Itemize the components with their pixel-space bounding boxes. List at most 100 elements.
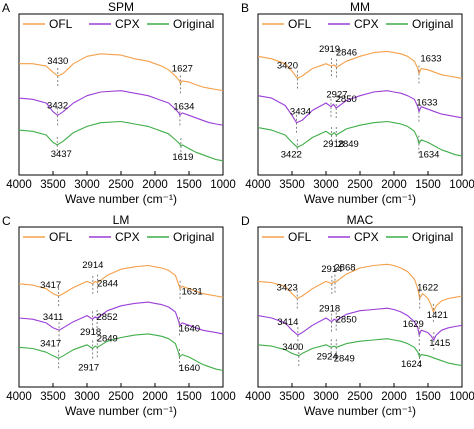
peak-label: 1619 [172,152,193,163]
series-line-cpx [257,90,463,124]
peak-label: 2850 [336,94,357,105]
x-tick-label: 3000 [313,179,339,191]
peak-label: 3423 [277,282,298,293]
peak-label: 1624 [401,359,422,370]
series-line-ofl [18,264,224,298]
x-tick-label: 1000 [449,179,474,191]
panel-b: B MM OFL CPX Original 4000 3500 3000 2500 2000 150… [241,0,474,206]
x-tick-label: 3500 [40,179,66,191]
series-line-ofl [257,263,463,313]
legend-label-ofl: OFL [288,230,312,244]
legend-label-cpx: CPX [115,17,140,31]
panel-letter: A [2,1,10,15]
peak-label: 2849 [97,333,118,344]
x-tick-label: 4000 [6,391,32,403]
peak-label: 1640 [179,363,200,374]
peak-label: 1629 [403,319,424,330]
x-tick-label: 1000 [449,391,474,403]
legend-label-ofl: OFL [49,230,73,244]
peak-label: 2927 [326,90,347,101]
x-tick-label: 3000 [74,179,100,191]
peak-label: 1633 [416,98,437,109]
panel-c: C LM OFL CPX Original 4000 3500 3000 2500 2000 150… [2,213,236,418]
x-tick-label: 2500 [347,391,373,403]
x-axis-label: Wave number (cm⁻¹) [65,192,177,206]
legend: OFL CPX Original [23,17,214,31]
x-axis-label: Wave number (cm⁻¹) [304,192,416,206]
series-line-original [257,120,463,157]
series-line-cpx [257,307,463,341]
x-tick-label: 2000 [381,391,407,403]
x-tick-label: 1500 [176,391,202,403]
chart-title: LM [113,213,130,227]
x-tick-label: 3500 [279,391,305,403]
x-tick-label: 2500 [108,179,134,191]
peak-label: 1634 [418,150,439,161]
peak-label: 2849 [334,353,355,364]
peak-label: 1627 [172,63,193,74]
x-tick-label: 2500 [347,179,373,191]
peak-label: 1633 [420,54,441,65]
peak-label: 2918 [323,139,344,150]
series-line-ofl [257,50,463,79]
peak-label: 2914 [321,264,342,275]
x-tick-label: 1000 [210,391,236,403]
chart-title: MM [350,0,370,14]
chart-title: MAC [347,213,374,227]
peak-label: 3411 [43,312,63,323]
peak-label: 2918 [80,327,101,338]
x-tick-label: 1500 [415,179,441,191]
panel-d: D MAC OFL CPX Original 4000 3500 3000 2500 2000 15… [241,213,474,418]
peak-label: 3430 [47,56,68,67]
peak-label: 2918 [319,304,340,315]
peak-label: 3432 [47,100,68,111]
x-tick-label: 2500 [108,391,134,403]
x-tick-label: 1500 [176,179,202,191]
peak-label: 3422 [281,149,302,160]
peak-label: 2844 [97,279,118,290]
x-tick-label: 4000 [245,179,271,191]
x-tick-label: 3500 [279,179,305,191]
series-line-cpx [18,301,224,335]
chart-title: SPM [108,0,134,14]
peak-label: 2917 [78,363,99,374]
x-tick-label: 3000 [313,391,339,403]
peak-label: 2850 [336,314,357,325]
x-tick-label: 2000 [142,179,168,191]
peak-label: 3434 [290,107,311,118]
legend-label-original: Original [412,230,453,244]
legend: OFL CPX Original [23,230,214,244]
peak-label: 3417 [40,280,61,291]
panel-a: A SPM OFL CPX Original 4000 3500 3000 2500 2000 15… [2,0,236,206]
legend-label-original: Original [173,230,214,244]
peak-label: 3437 [51,149,72,160]
peak-label: 2846 [336,47,357,58]
x-tick-label: 1000 [210,179,236,191]
peak-label: 1622 [417,282,438,293]
x-tick-label: 2000 [142,391,168,403]
peak-label: 1634 [173,101,194,112]
legend-label-cpx: CPX [354,17,379,31]
legend-label-original: Original [173,17,214,31]
legend: OFL CPX Original [262,230,453,244]
x-tick-label: 1500 [415,391,441,403]
x-tick-label: 4000 [245,391,271,403]
panel-letter: D [241,214,250,228]
legend-label-ofl: OFL [49,17,73,31]
x-tick-label: 3500 [40,391,66,403]
peak-label: 3414 [277,317,298,328]
x-axis-label: Wave number (cm⁻¹) [304,404,416,418]
peak-label: 3420 [277,60,298,71]
legend: OFL CPX Original [262,17,453,31]
peak-label: 1415 [429,338,450,349]
x-axis-label: Wave number (cm⁻¹) [65,404,177,418]
legend-label-cpx: CPX [115,230,140,244]
peak-label: 3417 [40,338,61,349]
peak-label: 2849 [338,139,359,150]
legend-label-cpx: CPX [354,230,379,244]
peak-label: 2868 [334,263,355,274]
x-tick-label: 4000 [6,179,32,191]
peak-label: 2924 [317,351,338,362]
peak-label: 2919 [319,44,340,55]
